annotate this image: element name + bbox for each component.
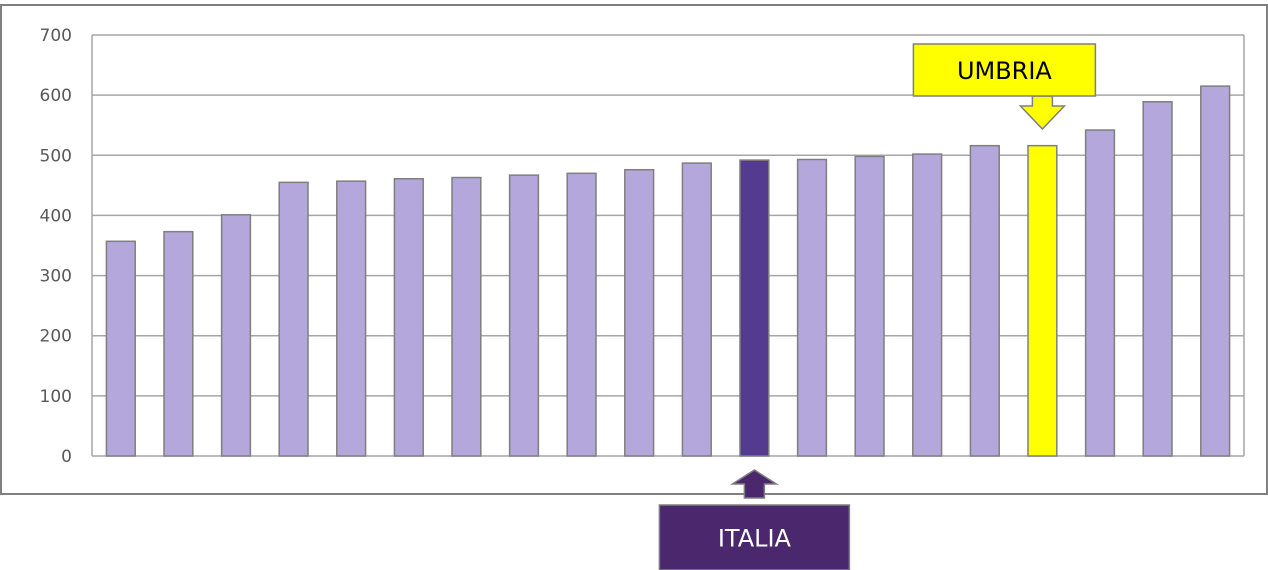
y-axis-ticks: 0 100 200 300 400 500 600 700 (40, 26, 72, 467)
bar (451, 176, 482, 457)
bar (1084, 129, 1116, 457)
bar (566, 172, 597, 457)
y-tick-label: 200 (40, 327, 72, 347)
callout-italia: ITALIA (658, 469, 851, 570)
bar (336, 180, 367, 457)
callout-italia-arrow (729, 469, 779, 499)
bars (105, 85, 1231, 457)
callout-umbria: UMBRIA (912, 43, 1097, 131)
y-tick-label: 100 (40, 387, 72, 407)
bar (1142, 101, 1173, 457)
bar (220, 214, 252, 457)
callout-italia-label: ITALIA (718, 525, 792, 553)
y-tick-label: 0 (61, 447, 72, 467)
bar-italia (739, 159, 770, 457)
bar (969, 144, 1000, 457)
bar (681, 162, 712, 457)
bar (105, 240, 136, 457)
bar (508, 174, 540, 457)
y-tick-label: 400 (40, 206, 72, 226)
bar (796, 158, 828, 457)
bar (278, 181, 309, 457)
y-tick-label: 500 (40, 146, 72, 166)
bar (854, 155, 885, 457)
y-tick-label: 700 (40, 26, 72, 46)
bar (163, 230, 194, 457)
y-tick-label: 600 (40, 86, 72, 106)
bar-umbria (1027, 144, 1058, 457)
callout-umbria-arrow (1018, 95, 1067, 131)
bar (912, 153, 943, 457)
callout-umbria-label: UMBRIA (957, 57, 1052, 85)
bar (1200, 85, 1231, 457)
bar (393, 177, 424, 457)
bar (624, 168, 655, 457)
callouts: ITALIA UMBRIA (658, 43, 1097, 570)
callout-italia-box (658, 504, 851, 570)
callout-umbria-box (912, 43, 1097, 97)
y-tick-label: 300 (40, 267, 72, 287)
